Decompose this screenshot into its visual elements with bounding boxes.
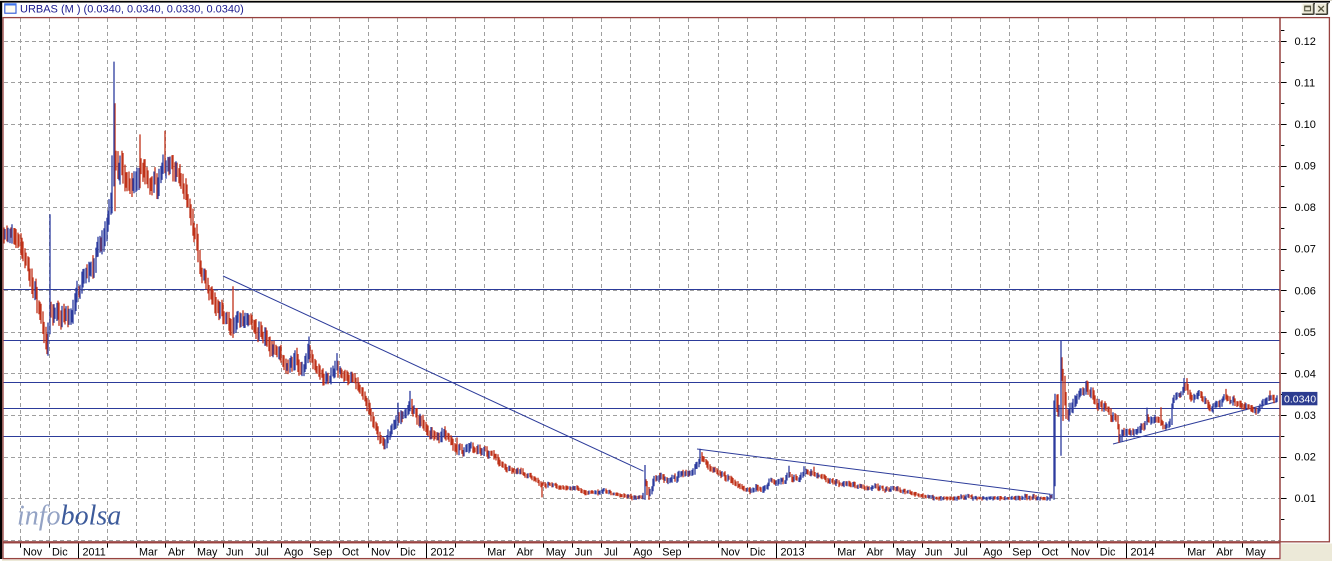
- svg-text:Dic: Dic: [400, 546, 416, 558]
- svg-text:2014: 2014: [1131, 546, 1155, 558]
- svg-text:0.05: 0.05: [1295, 327, 1316, 339]
- svg-text:Sep: Sep: [662, 546, 681, 558]
- svg-text:Mar: Mar: [487, 546, 506, 558]
- svg-text:Jul: Jul: [255, 546, 269, 558]
- svg-text:0.06: 0.06: [1295, 285, 1316, 297]
- svg-text:Abr: Abr: [867, 546, 884, 558]
- svg-text:Mar: Mar: [1187, 546, 1206, 558]
- svg-text:0.07: 0.07: [1295, 244, 1316, 256]
- svg-text:Oct: Oct: [1042, 546, 1059, 558]
- svg-text:Nov: Nov: [23, 546, 43, 558]
- svg-text:0.10: 0.10: [1295, 119, 1316, 131]
- svg-text:0.04: 0.04: [1295, 369, 1316, 381]
- svg-text:Mar: Mar: [139, 546, 158, 558]
- svg-text:Jun: Jun: [925, 546, 942, 558]
- svg-text:0.03: 0.03: [1295, 410, 1316, 422]
- svg-text:0.01: 0.01: [1295, 493, 1316, 505]
- svg-text:URBAS (M ) (0.0340, 0.0340, 0.: URBAS (M ) (0.0340, 0.0340, 0.0330, 0.03…: [20, 4, 244, 16]
- svg-text:May: May: [896, 546, 917, 558]
- svg-text:Ago: Ago: [284, 546, 303, 558]
- svg-text:Nov: Nov: [371, 546, 391, 558]
- svg-text:Dic: Dic: [52, 546, 68, 558]
- svg-text:Ago: Ago: [983, 546, 1002, 558]
- svg-text:Dic: Dic: [1100, 546, 1116, 558]
- svg-text:Mar: Mar: [837, 546, 856, 558]
- svg-text:May: May: [1245, 546, 1266, 558]
- svg-text:May: May: [546, 546, 567, 558]
- svg-text:Abr: Abr: [1216, 546, 1233, 558]
- svg-text:Jun: Jun: [575, 546, 592, 558]
- svg-text:May: May: [197, 546, 218, 558]
- svg-text:0.02: 0.02: [1295, 452, 1316, 464]
- svg-text:2012: 2012: [431, 546, 455, 558]
- svg-text:Abr: Abr: [517, 546, 534, 558]
- svg-text:Nov: Nov: [721, 546, 741, 558]
- svg-text:infobolsa: infobolsa: [17, 501, 121, 532]
- svg-text:Sep: Sep: [313, 546, 332, 558]
- svg-text:Jul: Jul: [604, 546, 618, 558]
- svg-text:0.11: 0.11: [1295, 77, 1316, 89]
- svg-text:Oct: Oct: [342, 546, 359, 558]
- svg-text:Sep: Sep: [1012, 546, 1031, 558]
- svg-text:0.08: 0.08: [1295, 202, 1316, 214]
- svg-text:2011: 2011: [83, 546, 106, 558]
- svg-text:Jul: Jul: [954, 546, 968, 558]
- svg-text:0.09: 0.09: [1295, 161, 1316, 173]
- svg-text:Dic: Dic: [750, 546, 766, 558]
- svg-text:Ago: Ago: [633, 546, 652, 558]
- svg-text:Abr: Abr: [168, 546, 185, 558]
- svg-text:Nov: Nov: [1071, 546, 1091, 558]
- svg-text:0.12: 0.12: [1295, 36, 1316, 48]
- svg-text:0.0340: 0.0340: [1284, 394, 1316, 406]
- svg-text:2013: 2013: [781, 546, 805, 558]
- svg-text:Jun: Jun: [226, 546, 243, 558]
